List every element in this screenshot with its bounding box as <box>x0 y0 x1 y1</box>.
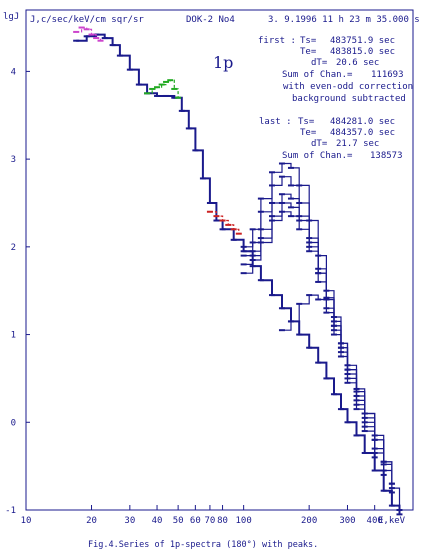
first-dt-label: dT= <box>311 58 328 68</box>
spectrum-series-line <box>252 202 401 510</box>
info-first: first : Ts= 483751.9 sec Te= 483815.0 se… <box>258 36 413 104</box>
spectrum-series-line <box>282 294 393 484</box>
units-label: J,c/sec/keV/cm sqr/sr <box>30 15 144 25</box>
first-ts-value: 483751.9 sec <box>330 36 395 46</box>
last-ts-value: 484281.0 sec <box>330 117 395 127</box>
last-ts-label: Ts= <box>298 117 315 127</box>
y-tick-label: 2 <box>11 243 16 253</box>
x-tick-label: 40 <box>152 516 163 526</box>
y-tick-label: -1 <box>5 506 16 516</box>
x-axis-label: E,keV <box>378 516 406 526</box>
datetime-label: 3. 9.1996 11 h 23 m 35.000 s <box>268 15 420 25</box>
last-te-label: Te= <box>300 128 317 138</box>
instrument-label: DOK-2 No4 <box>186 15 235 25</box>
info-last: last : Ts= 484281.0 sec Te= 484357.0 sec… <box>259 117 403 161</box>
first-note-correction: with even-odd correction <box>283 82 413 92</box>
first-dt-value: 20.6 sec <box>336 58 379 68</box>
x-tick-label: 20 <box>86 516 97 526</box>
last-sum-label: Sum of Chan.= <box>282 151 353 161</box>
x-axis-ticks: 10 20 30 40 50 60 70 80 100 200 300 400 <box>21 505 383 526</box>
last-label: last : <box>259 117 292 127</box>
particle-label: 1p <box>213 53 233 72</box>
series-layer <box>73 26 403 516</box>
x-tick-label: 100 <box>236 516 252 526</box>
x-tick-label: 80 <box>217 516 228 526</box>
y-tick-label: 0 <box>11 418 16 428</box>
last-dt-value: 21.7 sec <box>336 139 379 149</box>
x-tick-label: 10 <box>21 516 32 526</box>
x-tick-label: 60 <box>190 516 201 526</box>
figure-caption: Fig.4.Series of 1p-spectra (180°) with p… <box>88 540 318 550</box>
x-tick-label: 200 <box>301 516 317 526</box>
x-tick-label: 400 <box>367 516 383 526</box>
first-te-value: 483815.0 sec <box>330 47 395 57</box>
y-tick-label: 3 <box>11 155 16 165</box>
x-tick-label: 70 <box>205 516 216 526</box>
first-label: first : <box>258 36 296 46</box>
x-tick-label: 30 <box>124 516 135 526</box>
last-sum-value: 138573 <box>370 151 403 161</box>
spectrum-series-line <box>243 162 393 484</box>
y-axis-ticks: 4 3 2 1 0 -1 <box>5 67 30 516</box>
last-dt-label: dT= <box>311 139 328 149</box>
first-sum-value: 111693 <box>371 70 404 80</box>
y-tick-label: 1 <box>11 331 16 341</box>
plot-frame <box>25 9 414 511</box>
first-note-background: background subtracted <box>292 94 406 104</box>
first-te-label: Te= <box>300 47 317 57</box>
first-ts-label: Ts= <box>300 36 317 46</box>
y-tick-label: 4 <box>11 67 16 77</box>
first-sum-label: Sum of Chan.= <box>282 70 353 80</box>
x-tick-label: 50 <box>173 516 184 526</box>
y-axis-label: lgJ <box>3 12 19 22</box>
last-te-value: 484357.0 sec <box>330 128 395 138</box>
spectrum-series-line <box>76 33 401 515</box>
x-tick-label: 300 <box>339 516 355 526</box>
